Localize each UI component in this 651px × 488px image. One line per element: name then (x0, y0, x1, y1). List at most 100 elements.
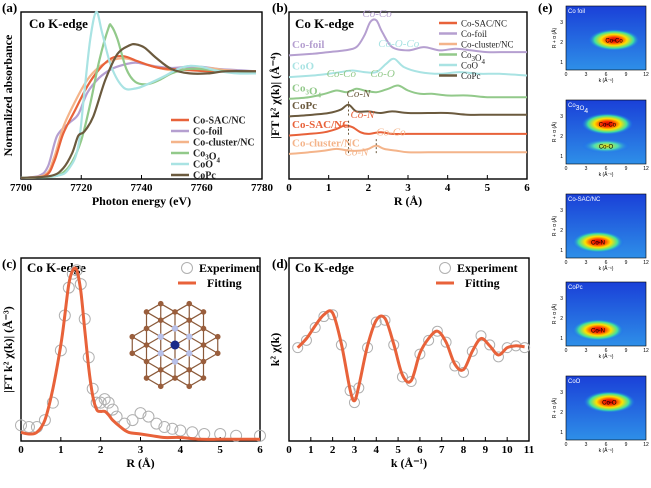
wavelet-peak (582, 139, 630, 153)
experiment-point (309, 322, 321, 334)
atom (186, 317, 193, 324)
wavelet-y-tick: 1 (560, 60, 563, 66)
legend-label: Co3O4 (461, 50, 486, 66)
wavelet-y-tick: 2 (560, 316, 563, 322)
bond-annotation: Co-Co (327, 68, 357, 80)
atom (157, 366, 164, 373)
experiment-point (379, 314, 391, 326)
wavelet-peak (588, 29, 640, 51)
x-tick-label: 0 (286, 444, 292, 456)
wavelet-x-tick: 0 (565, 442, 568, 448)
wavelet-peak (581, 113, 634, 135)
atom (200, 358, 207, 365)
legend-swatch (181, 262, 193, 274)
wavelet-x-tick: 6 (605, 260, 608, 266)
x-tick-label: 1 (58, 444, 64, 456)
x-tick-label: 7760 (191, 182, 214, 194)
wavelet-y-label: R + α (Å) (551, 28, 558, 49)
experiment-point (254, 429, 266, 442)
experiment-point (186, 426, 199, 439)
wavelet-frame (565, 281, 647, 347)
wavelet-x-tick: 0 (565, 72, 568, 78)
legend-label: Experiment (457, 261, 518, 275)
wavelet-x-tick: 3 (585, 166, 588, 172)
x-axis-label: R (Å) (126, 456, 154, 470)
x-tick-label: 9 (483, 444, 489, 456)
wavelet-frame (565, 375, 647, 441)
curve-label: CoO (292, 61, 314, 73)
legend-label: Fitting (465, 276, 500, 290)
bond-annotation: Co-N (350, 109, 375, 121)
x-tick-label: 4 (178, 444, 184, 456)
experiment-point (370, 316, 382, 328)
legend-label: Co-foil (193, 127, 223, 138)
x-tick-label: 4 (374, 444, 380, 456)
x-tick-label: 2 (330, 444, 336, 456)
panel-label: (b) (272, 0, 288, 15)
series-line-co-cluster-nc (288, 144, 527, 155)
experiment-point (484, 339, 496, 351)
legend-label: Experiment (199, 261, 260, 275)
atom (129, 333, 136, 340)
x-tick-label: 2 (366, 182, 372, 194)
curve-label: Co-cluster/NC (292, 137, 360, 149)
wavelet-x-label: k (Å⁻¹) (599, 171, 614, 178)
y-axis-label: |FT k² χ(k)| (Å⁻⁴) (268, 52, 282, 138)
bond-annotation: Co-O-Co (378, 38, 419, 50)
x-tick-label: 0 (18, 444, 24, 456)
wavelet-x-tick: 12 (643, 260, 649, 266)
atom (143, 375, 150, 381)
panel-d: 0 1 2 3 4 5 6 7 8 9 10 11 (d) Co K-edge k (Å⁻¹) k² χ(k)… (268, 256, 534, 470)
legend-label: CoO (193, 160, 213, 171)
bond-annotation: Co-O (370, 68, 395, 80)
x-tick-label: 2 (98, 444, 104, 456)
series-line-copc (288, 103, 527, 118)
wavelet-peak-label: Co-O (599, 145, 614, 151)
plot-frame (288, 11, 528, 180)
wavelet-title: CoPc (568, 285, 583, 291)
panel-a: 7700 7720 7740 7760 7780 (a) Co K-edge Photon e… (1, 0, 274, 208)
x-tick-label: 1 (308, 444, 314, 456)
experiment-point (46, 396, 59, 409)
wavelet-peak (583, 391, 636, 413)
series-line-coo (20, 10, 257, 179)
wavelet-frame (565, 193, 647, 259)
x-tick-label: 7700 (10, 182, 33, 194)
wavelet-x-tick: 9 (625, 260, 628, 266)
wavelet-peak (572, 319, 624, 341)
experiment-point (327, 309, 339, 321)
atom (129, 350, 136, 357)
atom (186, 383, 193, 390)
series-line-co-sac-nc (20, 54, 256, 179)
experiment-point (166, 422, 179, 435)
wavelet-y-tick: 3 (560, 390, 563, 396)
curve-label: Co-foil (292, 39, 324, 51)
wavelet-y-tick: 3 (560, 208, 563, 214)
atom (172, 309, 178, 315)
atom (172, 375, 178, 381)
wavelet-x-label: k (Å⁻¹) (599, 77, 614, 84)
experiment-point (423, 334, 435, 346)
y-axis-label: |FT k² χ(k)| (Å⁻³) (1, 306, 15, 392)
x-tick-label: 5 (485, 182, 491, 194)
wavelet-y-tick: 1 (560, 248, 563, 254)
wavelet-x-label: k (Å⁻¹) (599, 353, 614, 360)
legend-label: CoO (461, 61, 479, 71)
wavelet-y-tick: 2 (560, 134, 563, 140)
bond-annotation: Co-N (345, 147, 370, 159)
atom (186, 350, 193, 357)
wavelet-x-tick: 3 (585, 348, 588, 354)
wavelet-y-tick: 1 (560, 154, 563, 160)
atom (186, 366, 193, 373)
experiment-point (174, 424, 187, 437)
wavelet-y-label: R + α (Å) (551, 304, 558, 325)
wavelet-x-tick: 9 (625, 442, 628, 448)
atom (214, 333, 221, 340)
x-tick-label: 3 (405, 182, 411, 194)
chart-title: Co K-edge (29, 16, 88, 31)
wavelet-x-tick: 3 (585, 260, 588, 266)
